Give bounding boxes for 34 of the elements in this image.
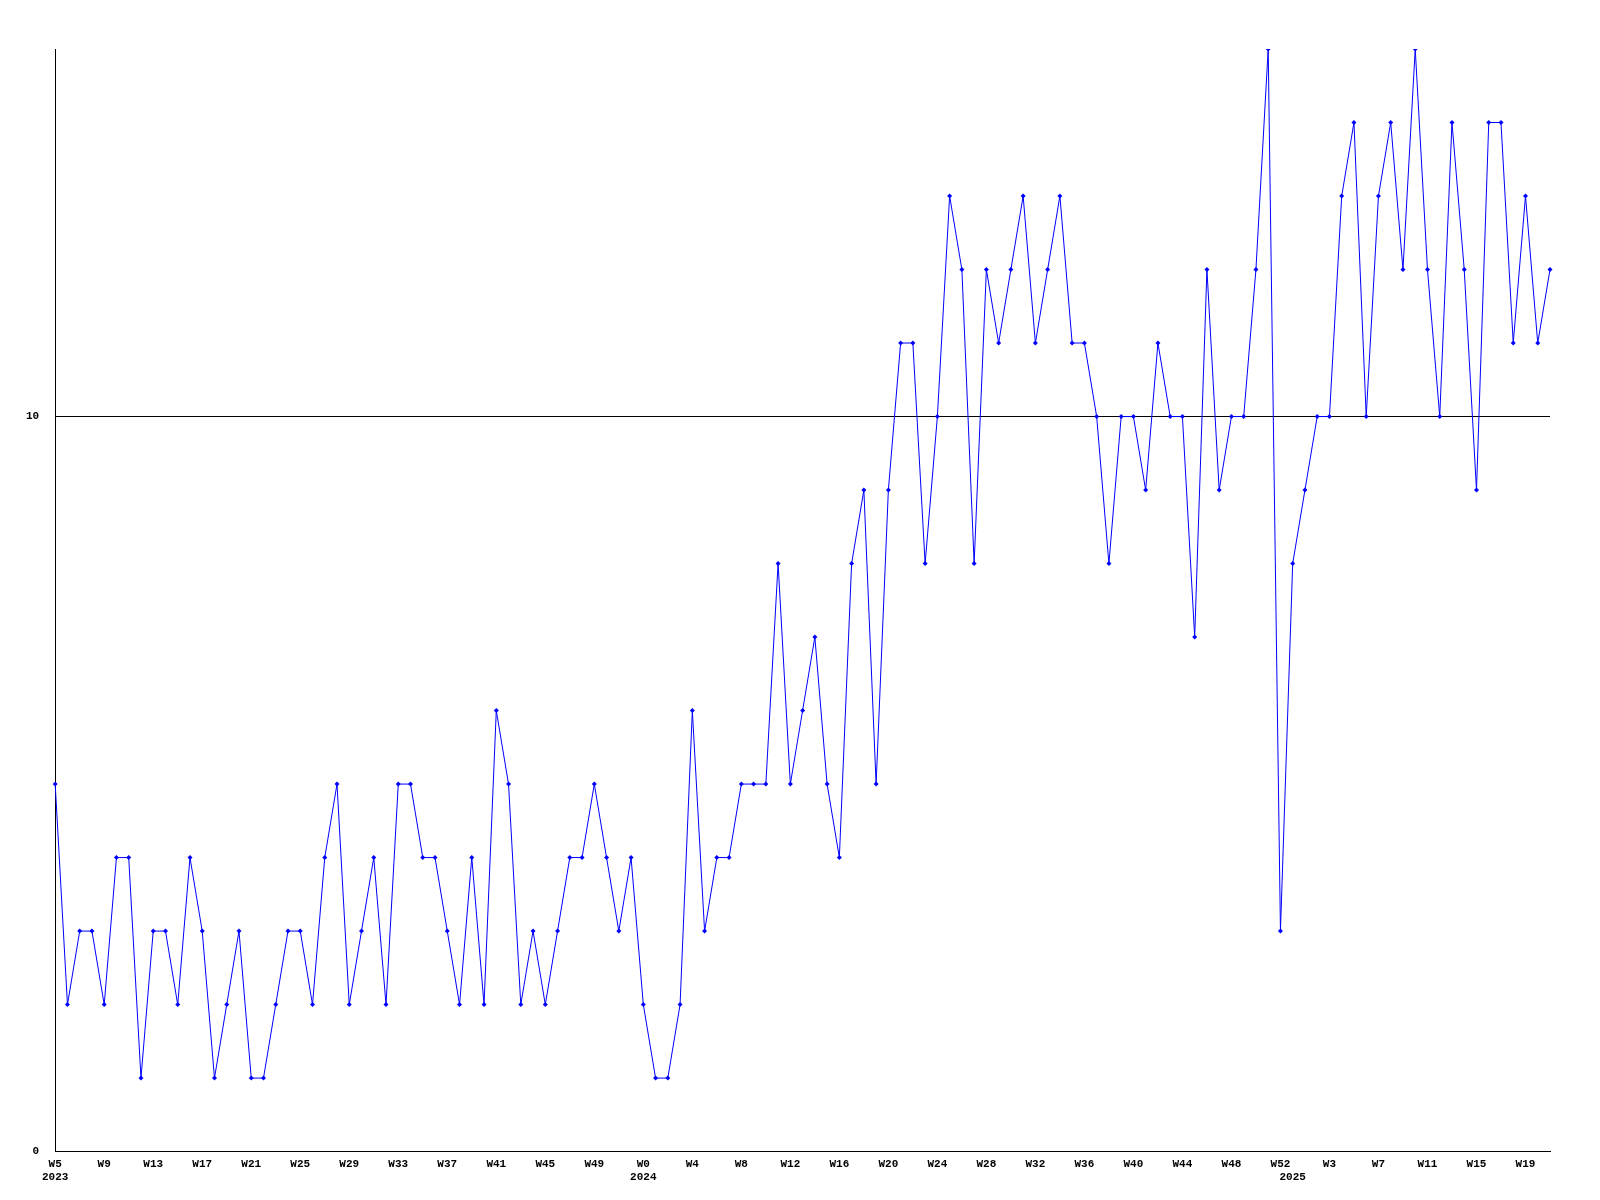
x-tick-label: W41 <box>486 1157 507 1170</box>
x-tick-label: W40 <box>1123 1157 1144 1170</box>
x-tick-label: W44 <box>1172 1157 1193 1170</box>
x-tick-label: W0 2024 <box>630 1157 657 1184</box>
x-tick-label: W13 <box>143 1157 164 1170</box>
x-tick-label: W9 <box>97 1157 111 1170</box>
y-tick-label: 10 <box>26 410 40 423</box>
x-tick-label: W21 <box>241 1157 262 1170</box>
x-tick-label: W37 <box>437 1157 458 1170</box>
y-tick-label: 0 <box>32 1145 40 1158</box>
x-tick-label: W5 2023 <box>42 1157 69 1184</box>
x-tick-label: W8 <box>734 1157 749 1170</box>
x-tick-label: W28 <box>976 1157 997 1170</box>
x-tick-label: W45 <box>535 1157 556 1170</box>
x-tick-label: W19 <box>1515 1157 1536 1170</box>
x-tick-label: W4 <box>685 1157 700 1170</box>
x-tick-label: W24 <box>927 1157 948 1170</box>
x-tick-label: W25 <box>290 1157 311 1170</box>
x-tick-label: W3 <box>1322 1157 1337 1170</box>
x-tick-label: W32 <box>1025 1157 1046 1170</box>
x-tick-label: W15 <box>1466 1157 1487 1170</box>
x-tick-label: W16 <box>829 1157 850 1170</box>
x-tick-label: W7 <box>1371 1157 1386 1170</box>
x-tick-label: W48 <box>1221 1157 1242 1170</box>
x-tick-label: W33 <box>388 1157 409 1170</box>
x-tick-label: W52 <box>1270 1157 1291 1170</box>
x-tick-label: W20 <box>878 1157 899 1170</box>
x-tick-label: W17 <box>192 1157 213 1170</box>
x-tick-label: W29 <box>339 1157 360 1170</box>
x-tick-label: W36 <box>1074 1157 1095 1170</box>
x-tick-label: W12 <box>780 1157 801 1170</box>
x-tick-label: 2025 <box>1279 1171 1307 1184</box>
x-tick-label: W11 <box>1417 1157 1438 1170</box>
x-tick-label: W49 <box>584 1157 605 1170</box>
